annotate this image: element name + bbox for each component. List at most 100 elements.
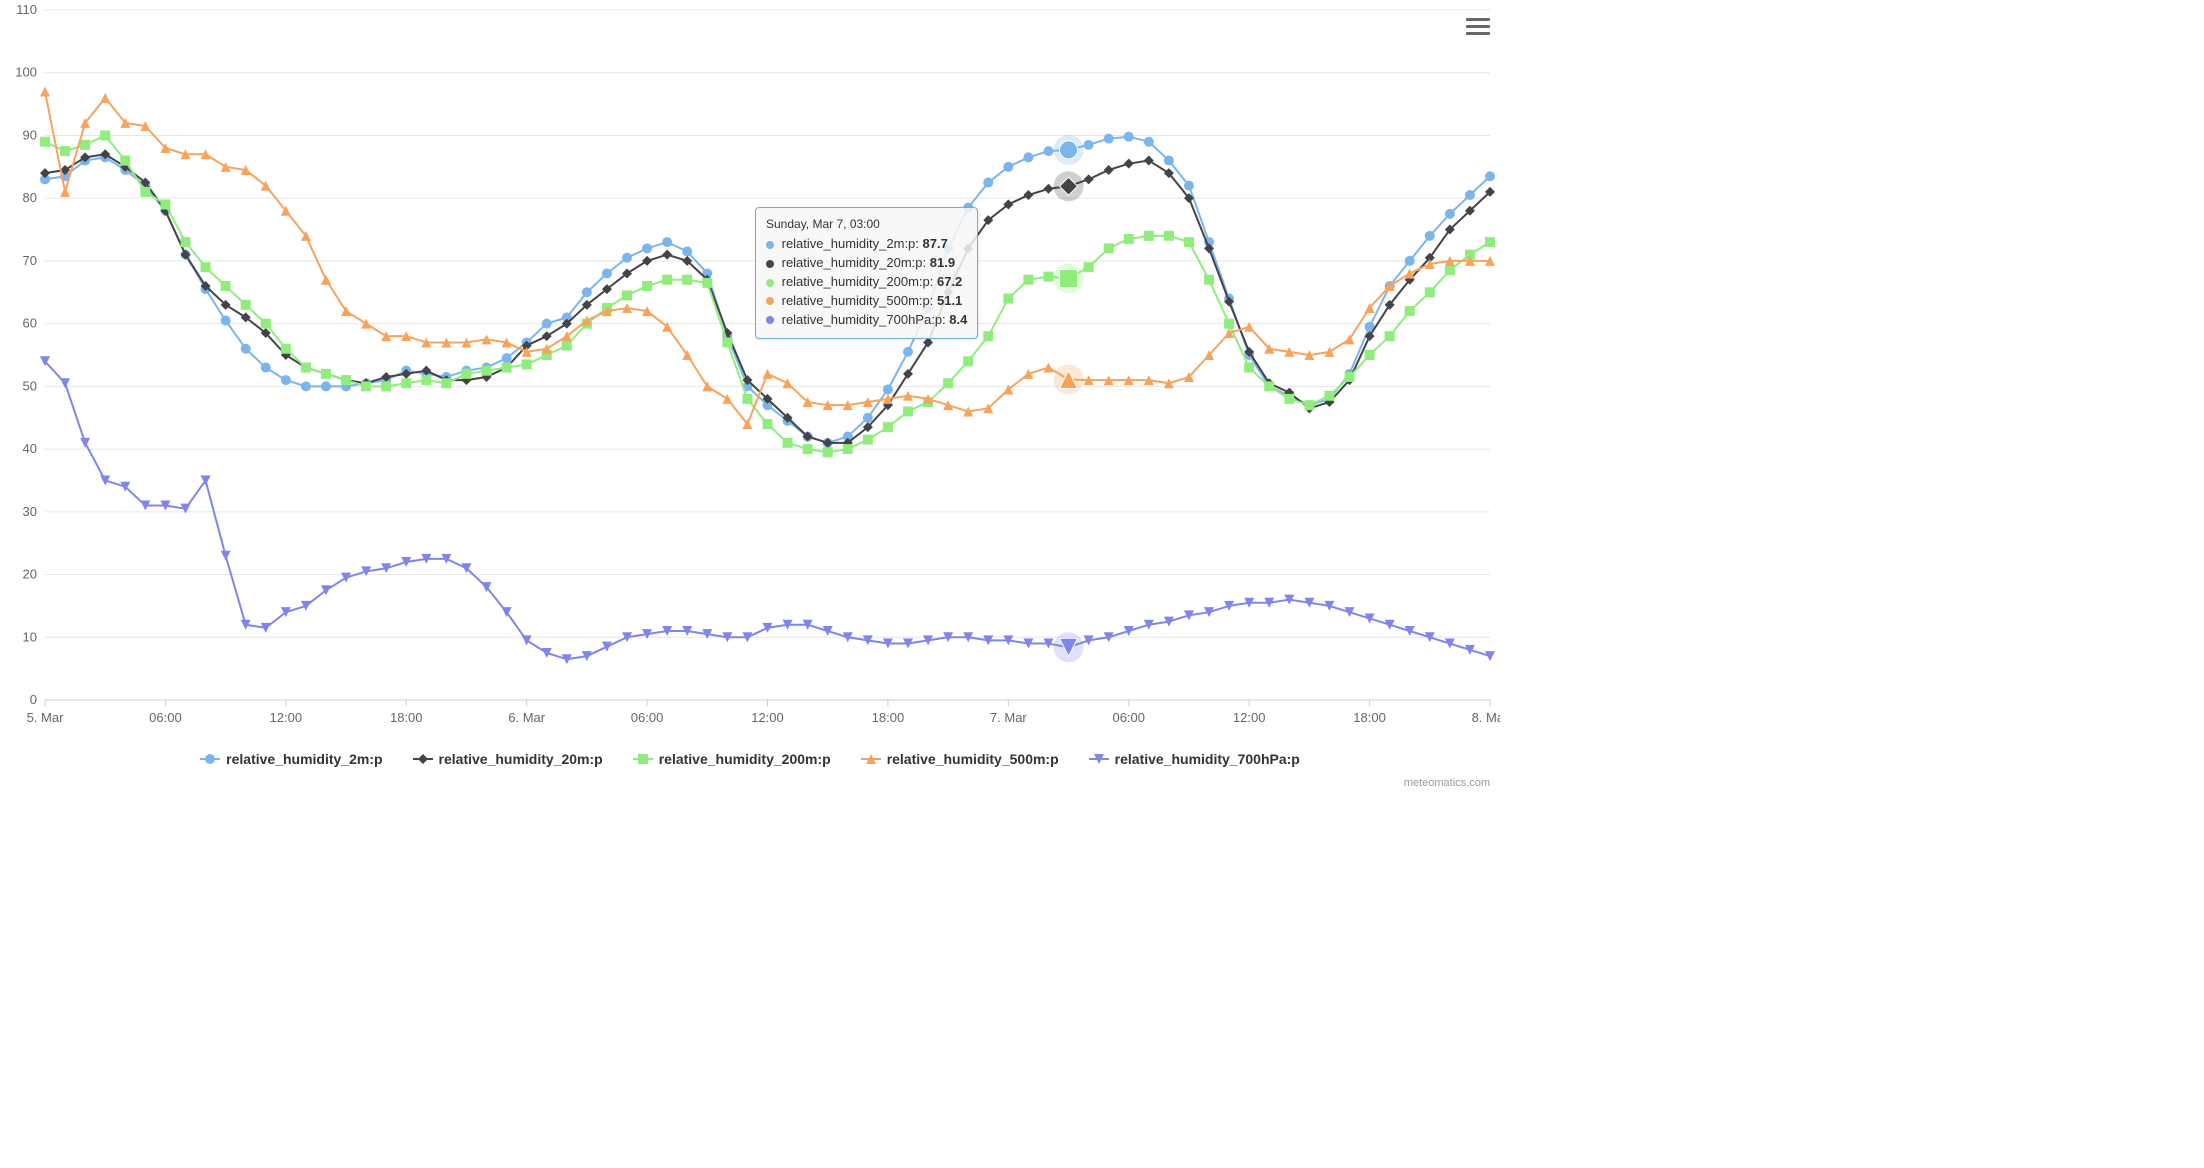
marker-rh_200m[interactable] [943, 378, 953, 388]
marker-rh_700hpa[interactable] [1345, 607, 1355, 617]
marker-rh_2m[interactable] [883, 385, 893, 395]
marker-rh_200m[interactable] [883, 422, 893, 432]
marker-rh_200m[interactable] [1345, 372, 1355, 382]
marker-rh_200m[interactable] [682, 275, 692, 285]
marker-rh_20m[interactable] [642, 256, 652, 266]
marker-rh_200m[interactable] [221, 281, 231, 291]
marker-rh_200m[interactable] [502, 363, 512, 373]
marker-rh_2m[interactable] [863, 413, 873, 423]
marker-rh_200m[interactable] [40, 137, 50, 147]
marker-rh_2m[interactable] [542, 319, 552, 329]
marker-rh_200m[interactable] [1445, 265, 1455, 275]
marker-rh_200m[interactable] [803, 444, 813, 454]
marker-rh_200m[interactable] [1124, 234, 1134, 244]
marker-rh_200m[interactable] [1084, 262, 1094, 272]
marker-rh_200m[interactable] [1043, 272, 1053, 282]
marker-rh_2m[interactable] [321, 381, 331, 391]
marker-rh_500m[interactable] [321, 275, 331, 285]
marker-rh_20m[interactable] [1144, 156, 1154, 166]
marker-rh_200m[interactable] [843, 444, 853, 454]
marker-rh_500m[interactable] [763, 369, 773, 379]
marker-rh_200m[interactable] [1104, 243, 1114, 253]
marker-rh_200m[interactable] [903, 406, 913, 416]
marker-rh_2m[interactable] [642, 243, 652, 253]
marker-rh_2m[interactable] [1405, 256, 1415, 266]
marker-rh_200m[interactable] [321, 369, 331, 379]
marker-rh_2m[interactable] [1164, 156, 1174, 166]
marker-rh_2m[interactable] [943, 243, 953, 253]
marker-rh_2m[interactable] [1485, 171, 1495, 181]
legend-item-rh_200m[interactable]: relative_humidity_200m:p [633, 751, 831, 767]
marker-rh_700hpa[interactable] [1405, 626, 1415, 636]
marker-rh_200m[interactable] [482, 366, 492, 376]
marker-rh_500m[interactable] [943, 400, 953, 410]
marker-rh_200m[interactable] [1365, 350, 1375, 360]
marker-rh_500m[interactable] [1023, 369, 1033, 379]
marker-rh_500m[interactable] [60, 187, 70, 197]
marker-rh_200m[interactable] [983, 331, 993, 341]
marker-rh_2m[interactable] [221, 316, 231, 326]
marker-rh_2m[interactable] [301, 381, 311, 391]
marker-rh_200m[interactable] [1284, 394, 1294, 404]
marker-rh_200m[interactable] [301, 363, 311, 373]
marker-rh_700hpa[interactable] [1465, 645, 1475, 655]
marker-rh_200m[interactable] [522, 359, 532, 369]
marker-rh_500m[interactable] [40, 87, 50, 97]
marker-rh_2m[interactable] [1425, 231, 1435, 241]
marker-rh_500m[interactable] [783, 378, 793, 388]
marker-rh_700hpa[interactable] [301, 601, 311, 611]
marker-rh_200m[interactable] [1164, 231, 1174, 241]
marker-rh_200m[interactable] [461, 369, 471, 379]
marker-rh_200m[interactable] [80, 140, 90, 150]
marker-rh_2m[interactable] [1184, 181, 1194, 191]
marker-rh_200m[interactable] [1144, 231, 1154, 241]
marker-rh_2m[interactable] [281, 375, 291, 385]
marker-rh_2m[interactable] [923, 303, 933, 313]
marker-rh_2m[interactable] [983, 178, 993, 188]
marker-rh_200m[interactable] [60, 146, 70, 156]
marker-rh_200m[interactable] [1224, 319, 1234, 329]
marker-rh_500m[interactable] [722, 394, 732, 404]
legend-item-rh_500m[interactable]: relative_humidity_500m:p [861, 751, 1059, 767]
marker-rh_2m[interactable] [582, 287, 592, 297]
marker-rh_200m[interactable] [361, 381, 371, 391]
marker-rh_700hpa[interactable] [1445, 639, 1455, 649]
marker-rh_2m[interactable] [1465, 190, 1475, 200]
marker-rh_200m[interactable] [1204, 275, 1214, 285]
marker-rh_200m[interactable] [1324, 391, 1334, 401]
marker-rh_200m[interactable] [1003, 294, 1013, 304]
marker-rh_200m[interactable] [863, 435, 873, 445]
marker-rh_2m[interactable] [1003, 162, 1013, 172]
marker-rh_200m[interactable] [662, 275, 672, 285]
marker-rh_20m[interactable] [1124, 159, 1134, 169]
marker-rh_2m[interactable] [1124, 132, 1134, 142]
marker-rh_200m[interactable] [1485, 237, 1495, 247]
marker-rh_2m[interactable] [1023, 152, 1033, 162]
marker-rh_200m[interactable] [261, 319, 271, 329]
marker-rh_500m[interactable] [100, 93, 110, 103]
marker-rh_500m[interactable] [1043, 363, 1053, 373]
marker-rh_20m[interactable] [1104, 165, 1114, 175]
marker-rh_2m[interactable] [1104, 134, 1114, 144]
marker-rh_200m[interactable] [140, 187, 150, 197]
marker-rh_200m[interactable] [401, 378, 411, 388]
legend-item-rh_2m[interactable]: relative_humidity_2m:p [200, 751, 382, 767]
marker-rh_200m[interactable] [702, 278, 712, 288]
marker-rh_2m[interactable] [502, 353, 512, 363]
marker-rh_200m[interactable] [622, 290, 632, 300]
marker-rh_200m[interactable] [1405, 306, 1415, 316]
marker-rh_200m[interactable] [1184, 237, 1194, 247]
marker-rh_700hpa[interactable] [1385, 620, 1395, 630]
marker-rh_2m[interactable] [1445, 209, 1455, 219]
marker-rh_20m[interactable] [1043, 184, 1053, 194]
marker-rh_2m[interactable] [261, 363, 271, 373]
marker-rh_200m[interactable] [120, 156, 130, 166]
marker-rh_200m[interactable] [1304, 400, 1314, 410]
marker-rh_500m[interactable] [1345, 334, 1355, 344]
marker-rh_200m[interactable] [562, 341, 572, 351]
chart-menu-button[interactable] [1466, 14, 1490, 36]
marker-rh_200m[interactable] [1264, 381, 1274, 391]
marker-rh_200m[interactable] [722, 337, 732, 347]
chart-credits[interactable]: meteomatics.com [1404, 777, 1490, 789]
legend-item-rh_700hpa[interactable]: relative_humidity_700hPa:p [1089, 751, 1300, 767]
